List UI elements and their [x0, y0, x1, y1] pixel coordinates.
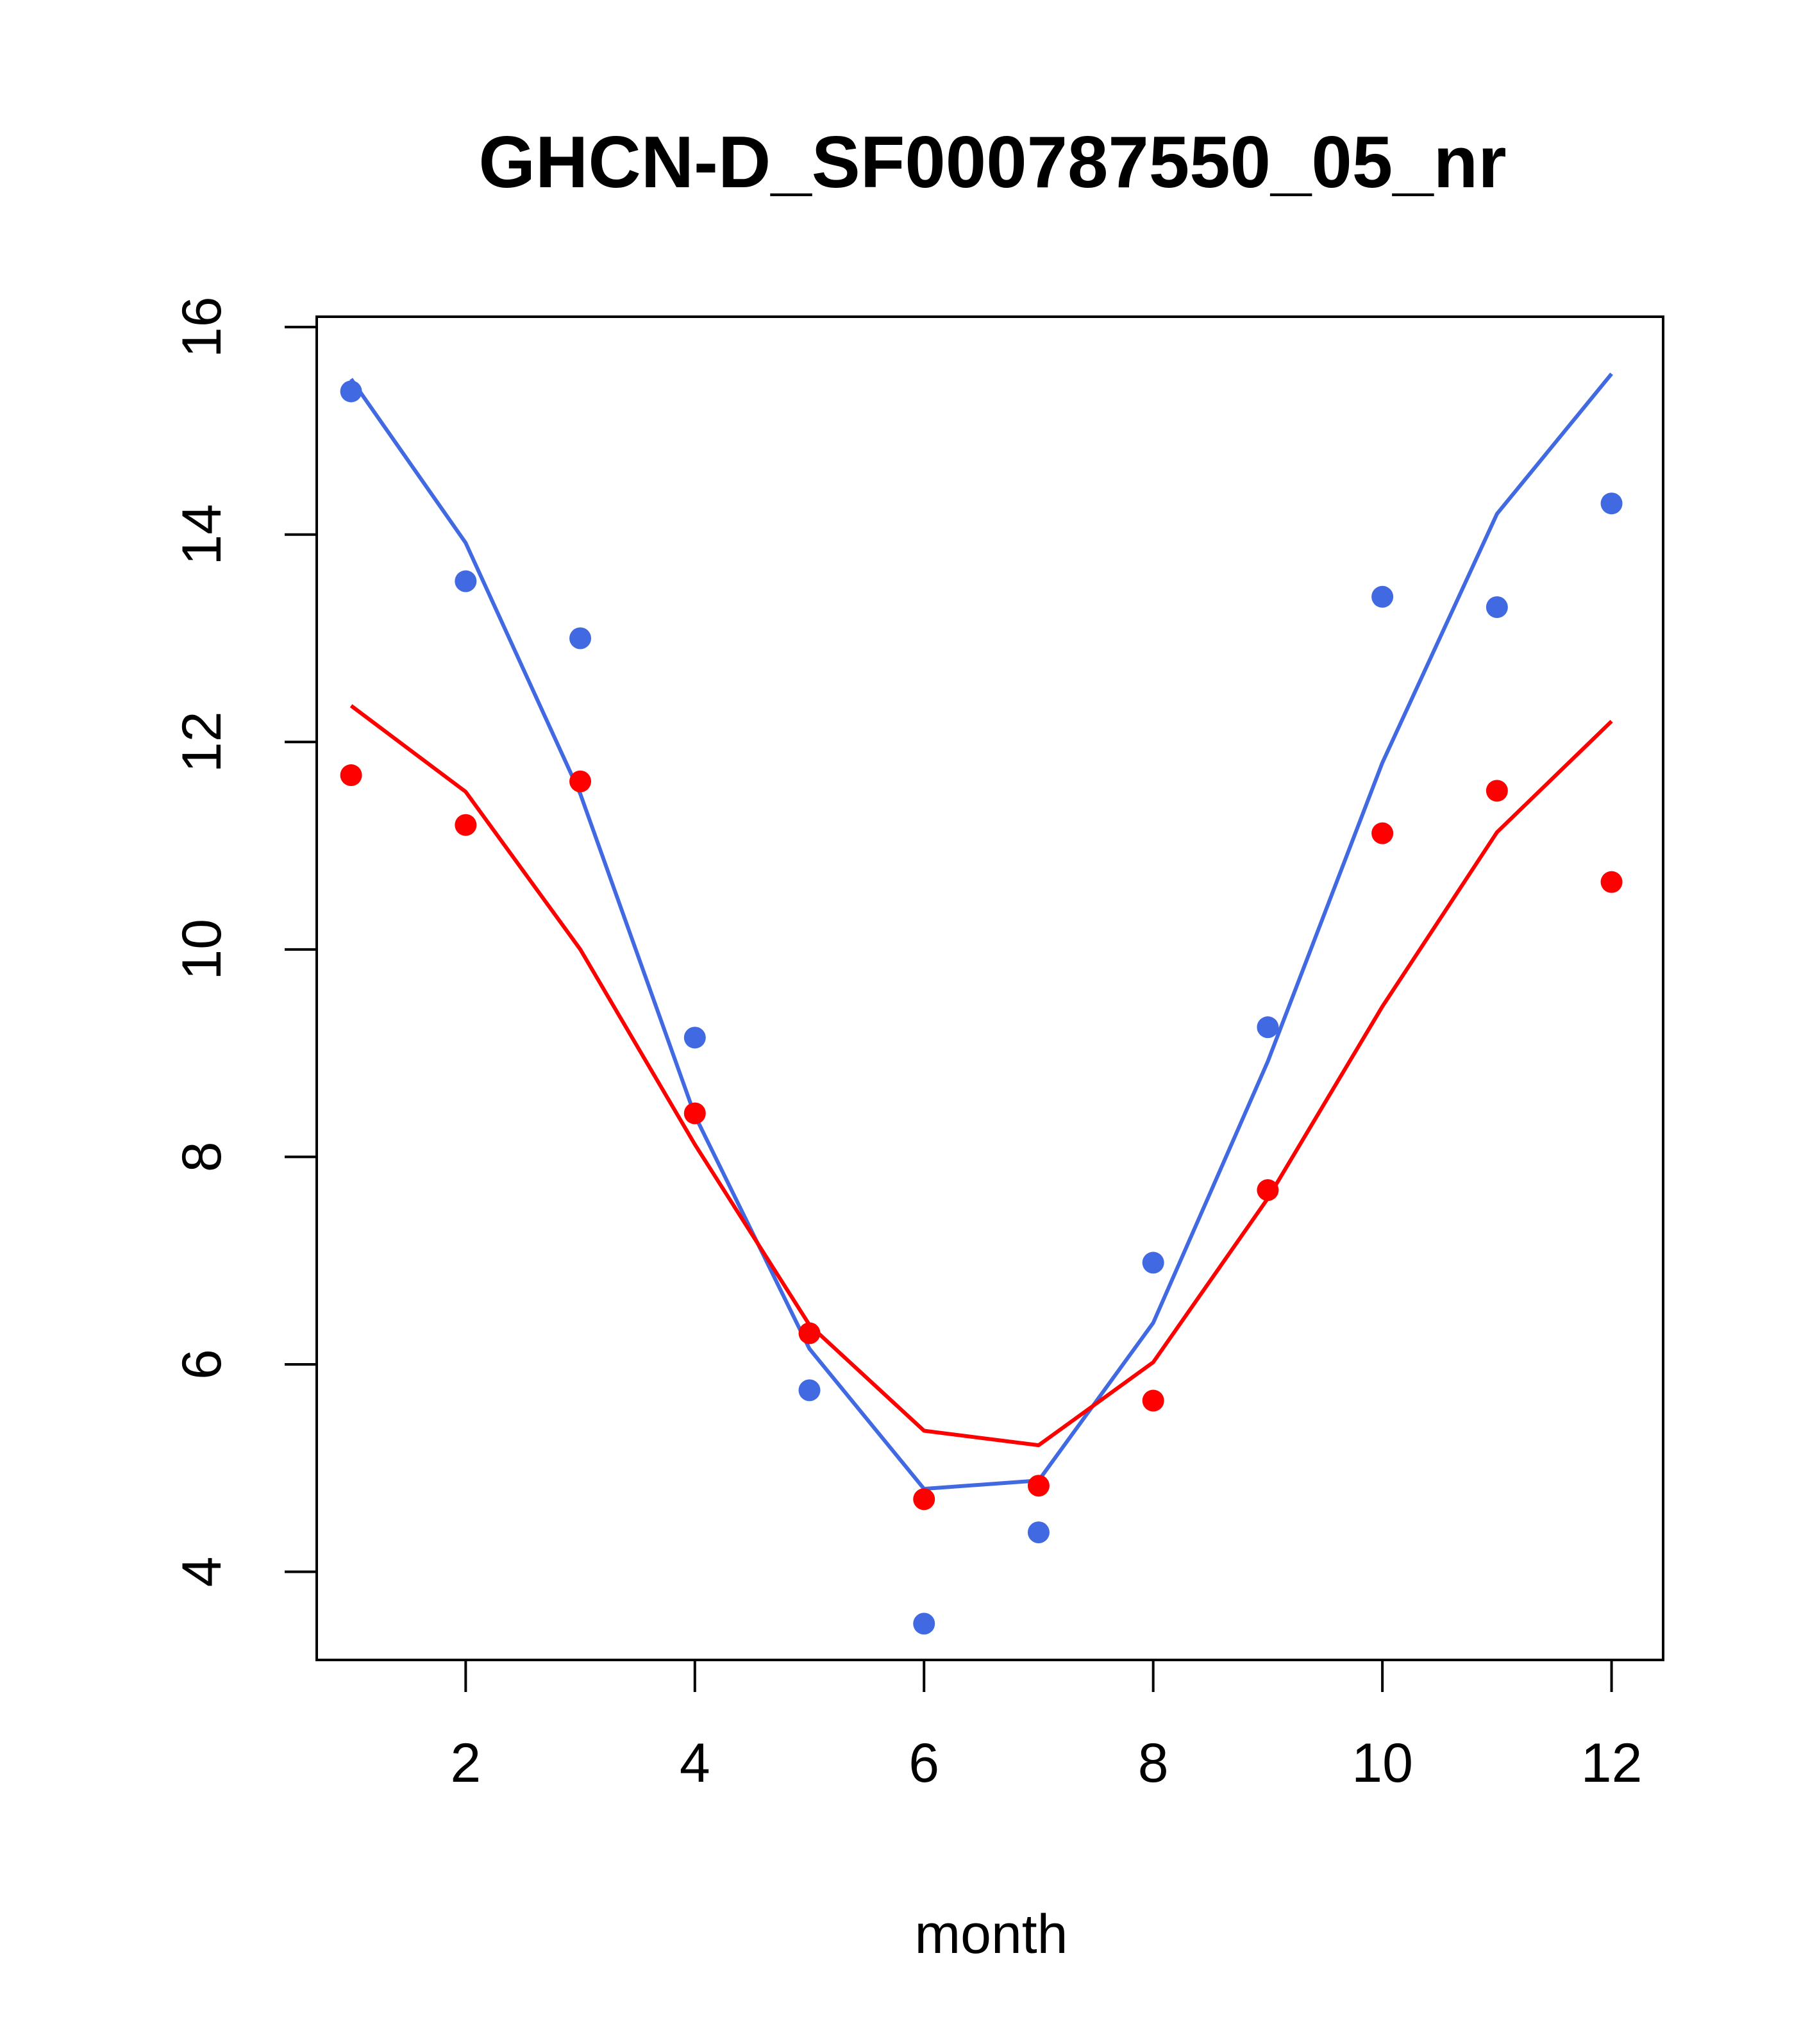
y-tick-label: 6: [171, 1349, 233, 1380]
data-point: [340, 380, 362, 403]
data-point: [913, 1613, 935, 1635]
y-tick-label: 8: [171, 1141, 233, 1172]
x-tick-label: 2: [450, 1732, 481, 1794]
series-group: [340, 704, 1623, 1511]
data-point: [1486, 596, 1508, 618]
data-point: [798, 1379, 821, 1402]
x-tick-label: 12: [1581, 1732, 1643, 1794]
x-axis-label: month: [914, 1904, 1068, 1965]
x-tick-label: 10: [1352, 1732, 1413, 1794]
data-point: [340, 764, 362, 787]
y-tick-label: 4: [171, 1557, 233, 1587]
data-point: [683, 1102, 706, 1125]
data-point: [1257, 1179, 1279, 1202]
data-point: [1371, 822, 1394, 844]
x-tick-label: 8: [1138, 1732, 1169, 1794]
data-point: [1027, 1521, 1050, 1544]
y-axis: 4 6 8 10 12 14 16: [171, 296, 318, 1587]
data-point: [1142, 1389, 1164, 1412]
chart-title: GHCN-D_SF000787550_05_nr: [478, 122, 1506, 203]
data-point: [1600, 492, 1623, 515]
data-point: [455, 570, 477, 592]
x-axis: 2 4 6 8 10 12: [450, 1659, 1643, 1794]
data-point: [798, 1322, 821, 1345]
data-point: [1371, 585, 1394, 608]
data-point: [913, 1488, 935, 1511]
y-tick-label: 12: [171, 711, 233, 773]
y-tick-label: 14: [171, 504, 233, 565]
series-line: [349, 704, 1613, 1448]
series-line: [349, 373, 1613, 1491]
series-layer: [340, 373, 1623, 1635]
data-point: [455, 814, 477, 836]
data-point: [1600, 871, 1623, 893]
data-point: [1142, 1252, 1164, 1274]
data-point: [1257, 1016, 1279, 1039]
plot-frame: [315, 315, 1664, 1661]
data-point: [1027, 1475, 1050, 1497]
data-point: [569, 627, 592, 649]
x-tick-label: 4: [680, 1732, 710, 1794]
x-tick-label: 6: [908, 1732, 939, 1794]
y-tick-label: 10: [171, 919, 233, 980]
y-tick-label: 16: [171, 296, 233, 358]
data-point: [683, 1026, 706, 1049]
data-point: [569, 770, 592, 792]
series-group: [340, 373, 1623, 1635]
data-point: [1486, 780, 1508, 802]
